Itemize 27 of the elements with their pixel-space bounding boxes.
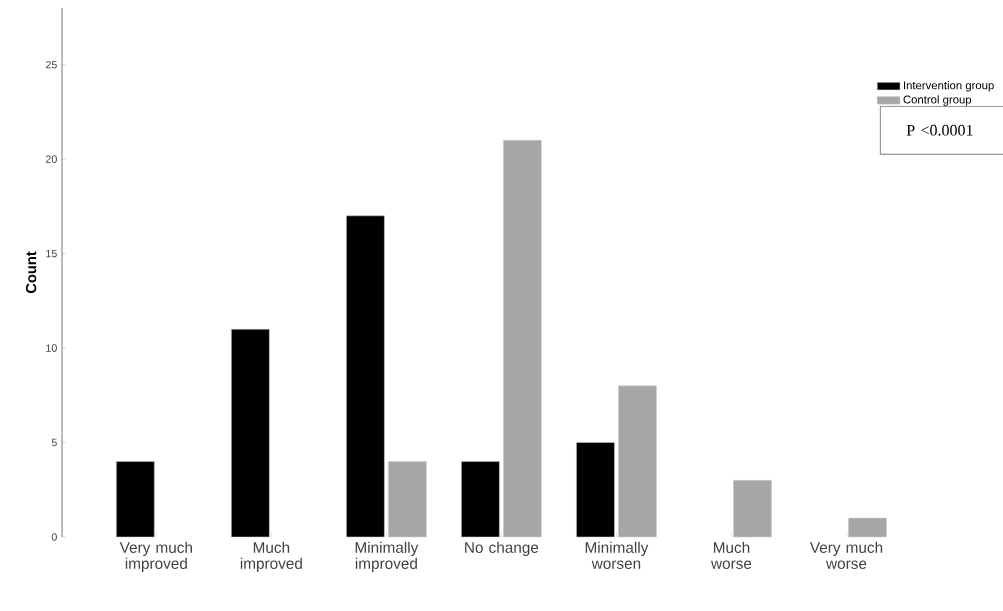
- text: P <0.0001: [906, 124, 973, 136]
- bar: [576, 442, 615, 538]
- y-axis-title: Count: [25, 251, 37, 294]
- x-tick-label: Minimally worsen: [585, 541, 649, 569]
- legend-label: Intervention group: [903, 81, 994, 92]
- y-tick-label: 10: [46, 344, 57, 352]
- bar: [618, 385, 657, 538]
- y-tick-label: 5: [51, 438, 57, 447]
- bar: [848, 517, 887, 538]
- x-tick-label: Very much worse: [809, 541, 883, 569]
- legend-label: Control group: [903, 95, 972, 106]
- x-tick-label: Much worse: [710, 541, 752, 569]
- x-tick-label: Very much improved: [119, 541, 192, 572]
- y-tick-label: 25: [45, 60, 57, 69]
- bar: [461, 461, 500, 538]
- bar: [388, 461, 427, 538]
- bar: [733, 480, 772, 538]
- y-tick-label: 0: [51, 533, 57, 541]
- bar: [116, 461, 155, 538]
- y-tick-label: 15: [46, 249, 57, 258]
- x-tick-label: Minimally improved: [355, 541, 419, 572]
- y-tick-label: 20: [45, 155, 57, 163]
- bar: [346, 215, 385, 538]
- bar: [231, 328, 270, 538]
- bar: [503, 139, 542, 538]
- x-tick-label: Much improved: [240, 541, 302, 572]
- x-tick-label: No change: [465, 541, 539, 556]
